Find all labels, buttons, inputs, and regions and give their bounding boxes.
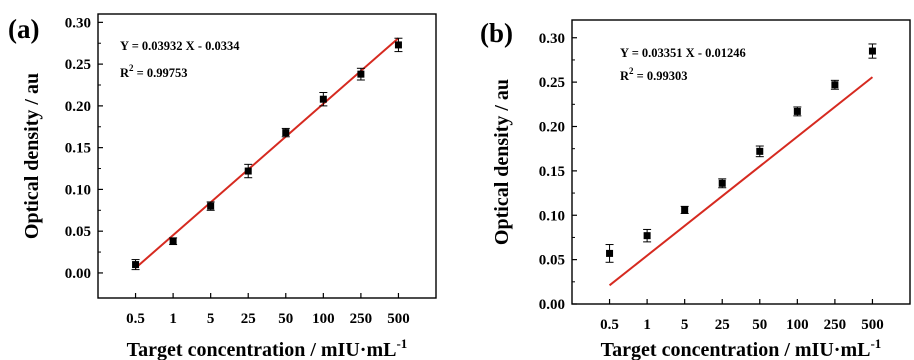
data-point [756, 147, 764, 155]
x-axis-label: Target concentration / mIU·mL-1 [601, 336, 882, 360]
r-squared-sup: 2 [629, 66, 634, 76]
x-tick-label: 500 [861, 317, 884, 333]
r-squared-label: R [620, 69, 630, 83]
y-axis-label: Optical density / au [21, 73, 43, 239]
y-tick-label: 0.20 [539, 120, 565, 136]
data-point [244, 167, 252, 175]
y-tick-label: 0.15 [539, 164, 565, 180]
r-squared-label: R [120, 66, 130, 80]
x-tick-label: 5 [207, 311, 215, 327]
data-point [169, 237, 177, 245]
y-tick-label: 0.15 [65, 141, 91, 157]
y-tick-label: 0.05 [539, 253, 565, 269]
panel-label: (b) [480, 18, 513, 48]
y-tick-label: 0.30 [65, 15, 91, 31]
y-tick-label: 0.25 [65, 57, 91, 73]
x-tick-label: 1 [169, 311, 177, 327]
x-tick-label: 25 [715, 317, 730, 333]
fit-line [134, 37, 400, 269]
r-squared-sup: 2 [129, 63, 134, 73]
chart-panel-b: 0.00 0.05 0.10 0.15 0.20 0.25 0.30 0.5 1 5 25 50 100… [480, 18, 911, 360]
panel-label: (a) [8, 14, 39, 44]
x-axis-label-text: Target concentration / mIU·mL [127, 339, 397, 360]
x-tick-label: 100 [312, 311, 335, 327]
x-tick-label: 0.5 [600, 317, 619, 333]
y-tick-label: 0.10 [539, 208, 565, 224]
y-tick-label: 0.00 [539, 297, 565, 313]
data-point [319, 95, 327, 103]
r-squared: R2 = 0.99303 [620, 66, 688, 83]
fit-equation: Y = 0.03932 X - 0.0334 [120, 39, 240, 53]
x-tick-label: 5 [681, 317, 689, 333]
r-squared: R2 = 0.99753 [120, 63, 188, 80]
r-squared-value: = 0.99753 [134, 66, 188, 80]
plot-frame [571, 19, 911, 305]
x-tick-label: 250 [824, 317, 847, 333]
x-tick-label: 500 [387, 311, 410, 327]
data-point [831, 81, 839, 89]
y-tick-label: 0.20 [65, 99, 91, 115]
data-point [718, 179, 726, 187]
x-tick-label: 1 [643, 317, 651, 333]
fit-line [608, 76, 874, 287]
y-axis-label: Optical density / au [491, 79, 513, 245]
data-point [681, 206, 689, 214]
x-tick-label: 100 [786, 317, 809, 333]
x-tick-label: 250 [350, 311, 373, 327]
x-axis-label-sup: -1 [396, 336, 407, 351]
x-axis-label-sup: -1 [870, 336, 881, 351]
data-point [394, 41, 402, 49]
y-tick-label: 0.25 [539, 75, 565, 91]
y-tick-label: 0.05 [65, 224, 91, 240]
plot-frame [97, 13, 437, 299]
x-tick-label: 50 [752, 317, 767, 333]
fit-equation: Y = 0.03351 X - 0.01246 [620, 46, 746, 60]
data-point [793, 107, 801, 115]
x-tick-label: 25 [241, 311, 256, 327]
x-tick-label: 50 [278, 311, 293, 327]
x-tick-label: 0.5 [126, 311, 145, 327]
y-tick-label: 0.00 [65, 266, 91, 282]
data-point [868, 47, 876, 55]
x-axis-label-text: Target concentration / mIU·mL [601, 339, 871, 360]
data-point [207, 202, 215, 210]
chart-panel-a: 0.00 0.05 0.10 0.15 0.20 0.25 0.30 0.5 1 5 25 50 100… [8, 13, 437, 360]
data-point [282, 129, 290, 137]
data-point [606, 249, 614, 257]
x-axis-label: Target concentration / mIU·mL-1 [127, 336, 408, 360]
data-point [132, 261, 140, 269]
r-squared-value: = 0.99303 [634, 69, 688, 83]
y-tick-label: 0.30 [539, 31, 565, 47]
data-point [643, 232, 651, 240]
data-point [357, 70, 365, 78]
y-tick-label: 0.10 [65, 182, 91, 198]
